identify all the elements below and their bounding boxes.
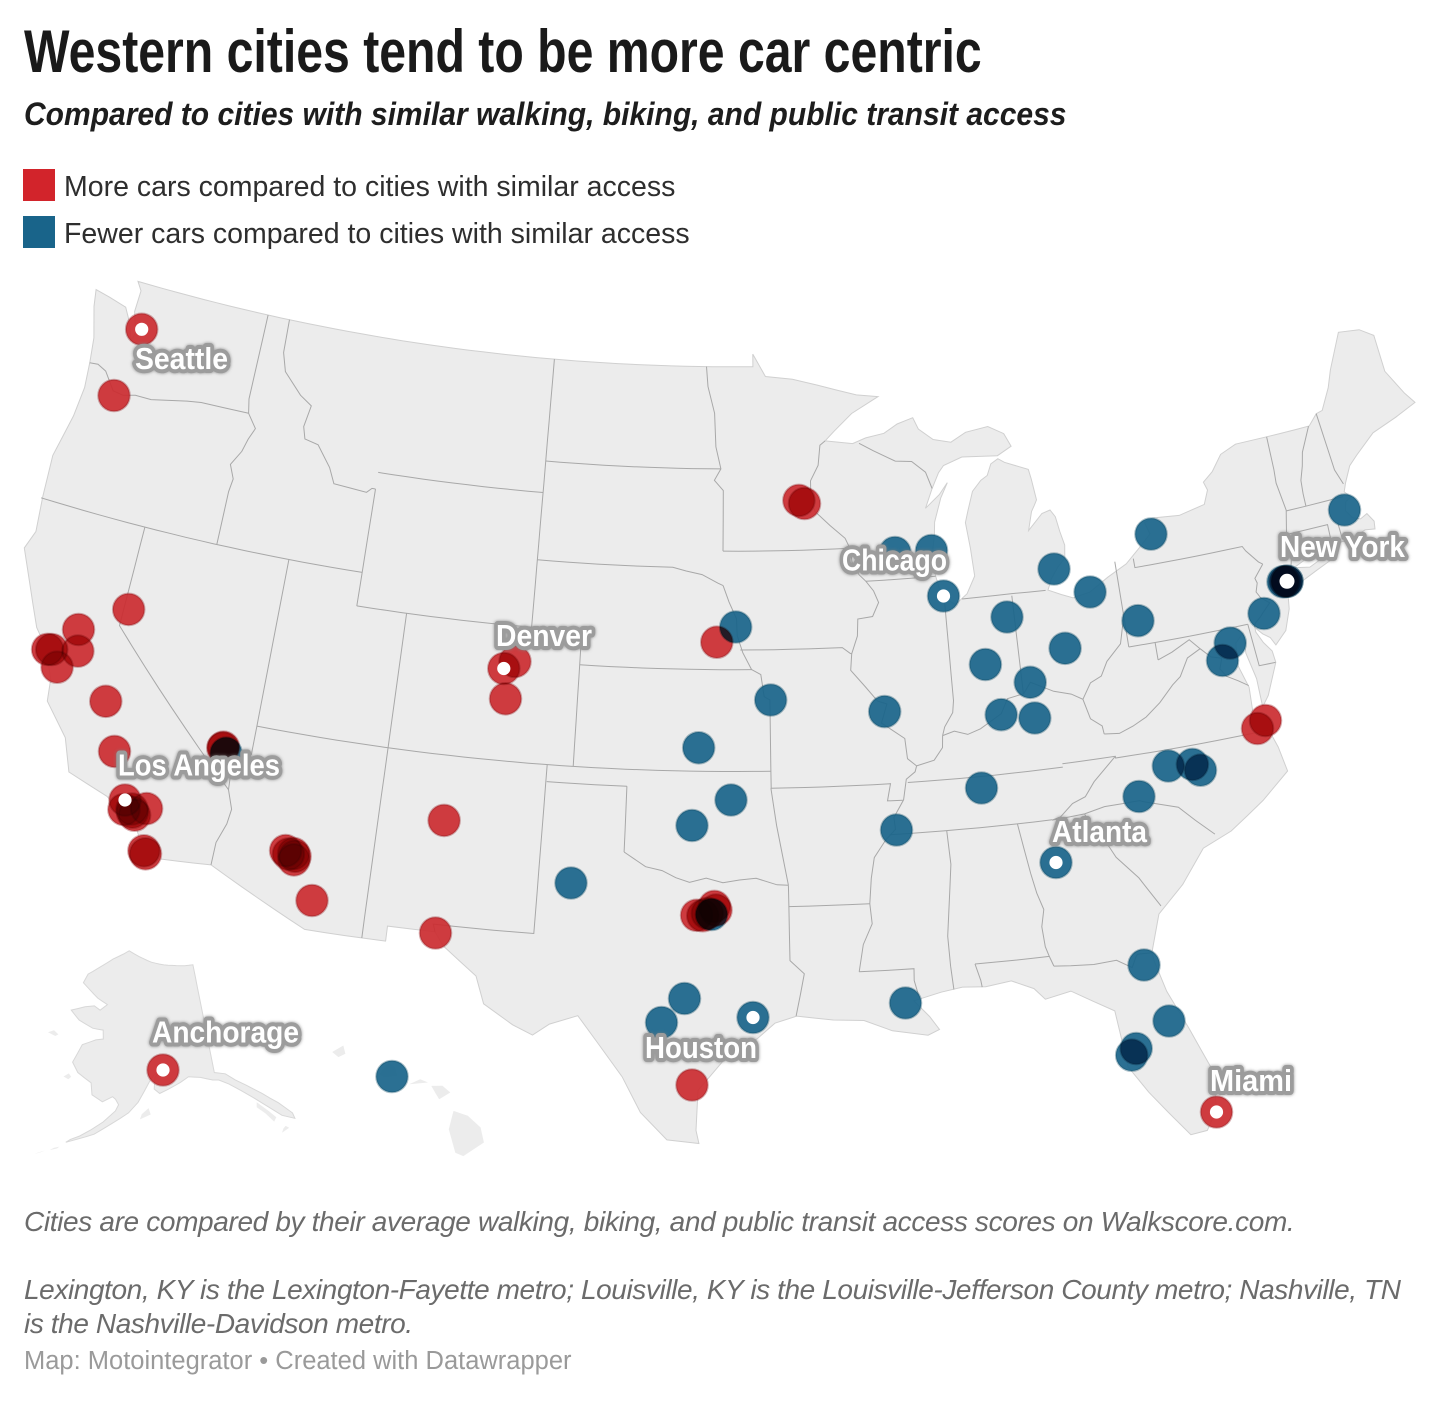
svg-text:Seattle: Seattle — [135, 341, 228, 376]
svg-text:Houston: Houston — [645, 1030, 757, 1065]
svg-text:Atlanta: Atlanta — [1052, 814, 1148, 849]
svg-text:Miami: Miami — [1210, 1063, 1292, 1098]
svg-text:New York: New York — [1280, 529, 1406, 564]
svg-text:Chicago: Chicago — [842, 543, 947, 578]
svg-text:Anchorage: Anchorage — [152, 1015, 299, 1050]
svg-text:Los Angeles: Los Angeles — [118, 748, 280, 783]
svg-text:Denver: Denver — [496, 618, 592, 653]
